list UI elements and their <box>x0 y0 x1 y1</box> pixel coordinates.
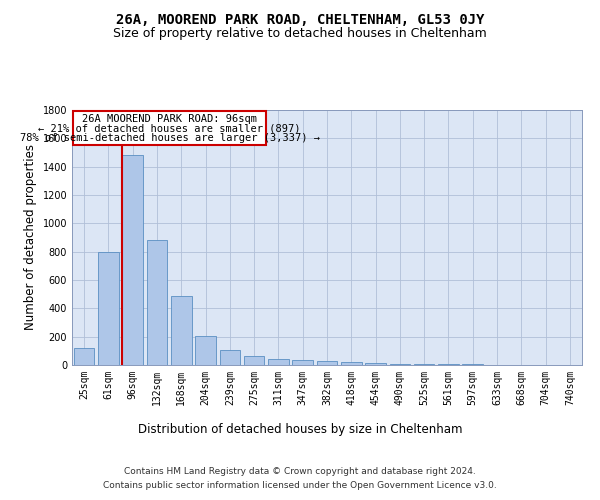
Text: Distribution of detached houses by size in Cheltenham: Distribution of detached houses by size … <box>138 422 462 436</box>
Bar <box>341 362 362 365</box>
Bar <box>74 348 94 365</box>
Bar <box>317 362 337 365</box>
Bar <box>98 252 119 365</box>
Text: ← 21% of detached houses are smaller (897): ← 21% of detached houses are smaller (89… <box>38 124 301 134</box>
Text: 78% of semi-detached houses are larger (3,337) →: 78% of semi-detached houses are larger (… <box>20 133 320 143</box>
Bar <box>195 336 216 365</box>
Text: 26A, MOOREND PARK ROAD, CHELTENHAM, GL53 0JY: 26A, MOOREND PARK ROAD, CHELTENHAM, GL53… <box>116 12 484 26</box>
Bar <box>389 364 410 365</box>
Text: Size of property relative to detached houses in Cheltenham: Size of property relative to detached ho… <box>113 28 487 40</box>
FancyBboxPatch shape <box>73 112 266 144</box>
Bar <box>244 356 265 365</box>
Bar <box>438 364 459 365</box>
Bar <box>463 364 483 365</box>
Text: Contains public sector information licensed under the Open Government Licence v3: Contains public sector information licen… <box>103 481 497 490</box>
Y-axis label: Number of detached properties: Number of detached properties <box>24 144 37 330</box>
Bar <box>220 350 240 365</box>
Bar <box>122 156 143 365</box>
Text: 26A MOOREND PARK ROAD: 96sqm: 26A MOOREND PARK ROAD: 96sqm <box>82 114 257 124</box>
Bar <box>292 360 313 365</box>
Bar <box>146 240 167 365</box>
Bar <box>365 364 386 365</box>
Text: Contains HM Land Registry data © Crown copyright and database right 2024.: Contains HM Land Registry data © Crown c… <box>124 468 476 476</box>
Bar <box>171 296 191 365</box>
Bar <box>414 364 434 365</box>
Bar <box>268 360 289 365</box>
